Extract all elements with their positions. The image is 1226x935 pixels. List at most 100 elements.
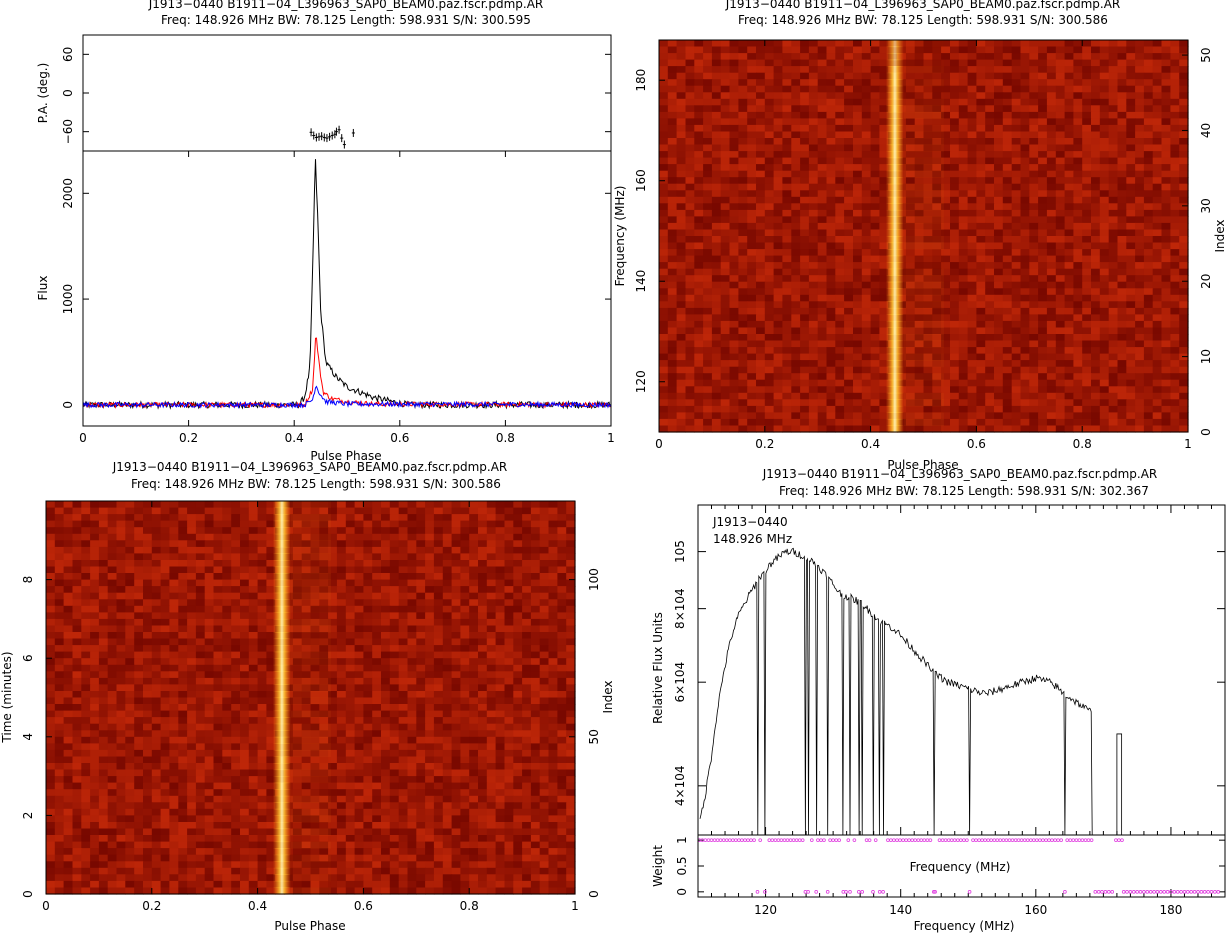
freq-phase-pixel xyxy=(729,334,739,342)
freq-phase-pixel xyxy=(1038,255,1048,263)
freq-phase-pixel xyxy=(1179,327,1189,335)
time-phase-pixel xyxy=(557,605,567,613)
freq-phase-pixel xyxy=(853,46,863,54)
freq-phase-pixel xyxy=(659,334,669,342)
freq-phase-pixel xyxy=(720,386,731,394)
freq-phase-pixel xyxy=(861,301,872,309)
freq-phase-pixel xyxy=(1082,314,1092,322)
freq-phase-pixel xyxy=(1073,118,1083,126)
freq-phase-pixel xyxy=(1099,425,1110,433)
freq-phase-pixel xyxy=(1108,40,1119,48)
freq-phase-pixel xyxy=(800,124,810,132)
freq-phase-pixel xyxy=(967,379,977,387)
freq-phase-pulse xyxy=(885,105,904,113)
freq-phase-pixel xyxy=(967,236,977,244)
time-phase-pixel xyxy=(134,560,144,568)
freq-phase-pixel xyxy=(1108,249,1119,257)
freq-phase-pixel xyxy=(1170,255,1180,263)
freq-phase-pixel xyxy=(1091,314,1101,322)
freq-phase-pixel xyxy=(932,46,942,54)
freq-phase-pixel xyxy=(905,262,916,270)
freq-phase-pixel xyxy=(826,177,836,185)
time-phase-pixel xyxy=(187,566,197,574)
freq-phase-pixel xyxy=(861,360,872,368)
freq-phase-pixel xyxy=(1170,46,1180,54)
freq-phase-pixel xyxy=(879,242,889,250)
freq-phase-pixel xyxy=(782,131,792,139)
freq-phase-pixel xyxy=(738,412,748,420)
time-phase-pixel xyxy=(504,501,514,509)
time-phase-pixel xyxy=(478,579,488,587)
time-phase-pixel xyxy=(345,573,356,581)
freq-phase-pixel xyxy=(1135,203,1145,211)
freq-phase-pixel xyxy=(808,353,819,361)
freq-phase-pixel xyxy=(1011,92,1022,100)
freq-phase-pixel xyxy=(1152,53,1163,61)
freq-phase-pixel xyxy=(1179,425,1189,433)
freq-phase-pixel xyxy=(711,412,722,420)
freq-phase-pixel xyxy=(994,170,1004,178)
freq-phase-pixel xyxy=(879,288,889,296)
time-phase-pixel xyxy=(134,618,144,626)
freq-phase-pixel xyxy=(1117,373,1127,381)
freq-phase-pixel xyxy=(870,360,880,368)
time-phase-pixel xyxy=(442,605,453,613)
time-phase-pixel xyxy=(213,546,223,554)
freq-phase-pixel xyxy=(676,222,686,230)
freq-phase-pixel xyxy=(1099,405,1110,413)
freq-phase-pixel xyxy=(1152,216,1163,224)
time-phase-pixel xyxy=(557,586,567,594)
freq-phase-pixel xyxy=(1099,373,1110,381)
profile-xtick-tick-label: 1 xyxy=(607,431,615,445)
freq-phase-pixel xyxy=(1011,360,1022,368)
freq-phase-pixel xyxy=(694,320,704,328)
freq-phase-pixel xyxy=(826,98,836,106)
freq-phase-pixel xyxy=(1055,72,1066,80)
freq-phase-pixel xyxy=(685,183,695,191)
freq-phase-pixel xyxy=(1099,98,1110,106)
freq-phase-pixel xyxy=(764,262,775,270)
time-phase-pixel xyxy=(72,612,82,620)
time-phase-pixel xyxy=(125,514,135,522)
freq-phase-pixel xyxy=(879,379,889,387)
freq-phase-pixel xyxy=(703,183,713,191)
freq-phase-pixel xyxy=(1055,262,1066,270)
freq-phase-pixel xyxy=(1143,412,1154,420)
freq-phase-pixel xyxy=(1126,281,1136,289)
freq-phase-pixel xyxy=(967,392,977,400)
freq-phase-pixel xyxy=(667,360,678,368)
time-phase-pixel xyxy=(143,501,153,509)
freq-phase-pulse xyxy=(885,53,904,61)
freq-phase-pixel xyxy=(967,399,977,407)
freq-phase-pixel xyxy=(976,203,986,211)
freq-phase-pixel xyxy=(861,340,872,348)
freq-phase-pixel xyxy=(1020,157,1030,165)
freq-phase-pixel xyxy=(1064,425,1074,433)
freq-phase-pixel xyxy=(976,40,986,48)
freq-phase-pixel xyxy=(1029,347,1039,355)
freq-phase-pixel xyxy=(1161,79,1171,87)
time-phase-pixel xyxy=(469,553,479,561)
pa-plot-area: 600−60 xyxy=(61,47,611,149)
time-phase-pixel xyxy=(504,618,514,626)
freq-phase-pixel xyxy=(782,327,792,335)
freq-phase-pixel xyxy=(853,190,863,198)
freq-phase-pixel xyxy=(914,118,925,126)
time-phase-pixel xyxy=(134,546,144,554)
time-phase-pixel xyxy=(160,573,170,581)
freq-phase-pixel xyxy=(808,79,819,87)
freq-phase-pixel xyxy=(1029,334,1039,342)
freq-phase-pixel xyxy=(756,85,766,93)
freq-phase-pixel xyxy=(1117,288,1127,296)
freq-phase-pixel xyxy=(1108,183,1119,191)
time-phase-panel: J1913−0440 B1911−04_L396963_SAP0_BEAM0.p… xyxy=(0,460,615,933)
freq-phase-pixel xyxy=(1046,366,1057,374)
freq-phase-pixel xyxy=(879,334,889,342)
freq-phase-pixel xyxy=(932,386,942,394)
freq-phase-pixel xyxy=(1064,164,1074,172)
freq-phase-pixel xyxy=(870,307,880,315)
freq-phase-pixel xyxy=(1055,59,1066,67)
freq-phase-pixel xyxy=(1011,412,1022,420)
freq-phase-pixel xyxy=(1082,66,1092,74)
time-phase-pixel xyxy=(381,612,391,620)
